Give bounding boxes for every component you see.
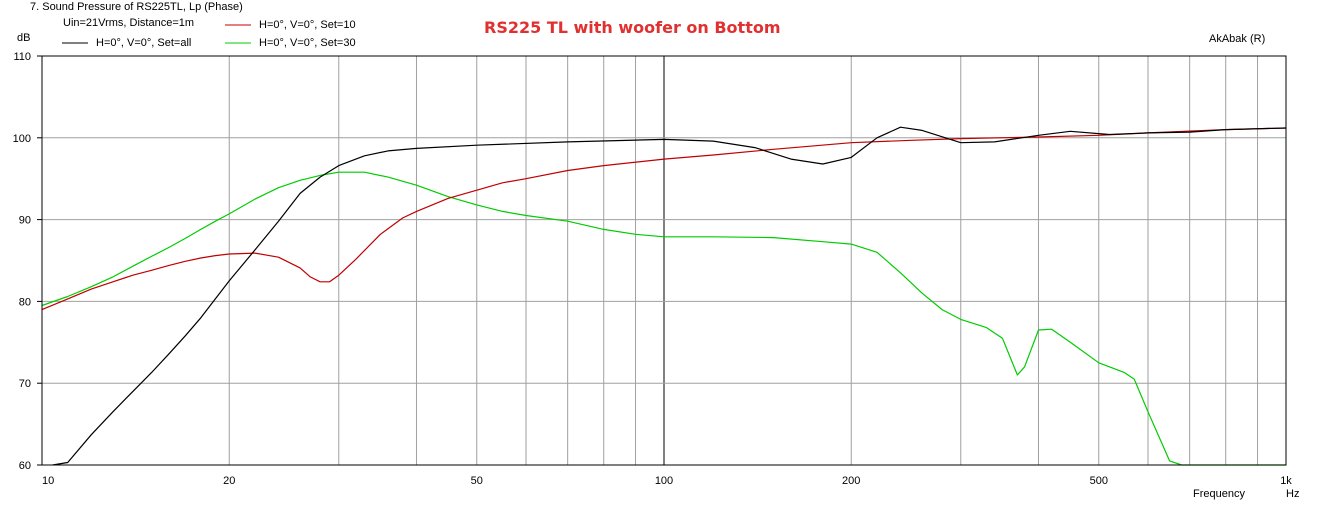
legend: H=0°, V=0°, Set=all H=0°, V=0°, Set=10 H… [62, 19, 356, 49]
grid-lines [42, 56, 1286, 465]
series-line-set-30 [41, 171, 1286, 466]
x-tick-label: 1k [1280, 475, 1292, 487]
legend-label-set-all: H=0°, V=0°, Set=all [96, 37, 191, 49]
plot-frame [41, 55, 1287, 466]
y-unit-label: dB [17, 32, 30, 44]
y-tick-label: 80 [19, 296, 31, 308]
legend-label-set-30: H=0°, V=0°, Set=30 [259, 37, 356, 49]
chart-title: RS225 TL with woofer on Bottom [484, 18, 781, 37]
legend-label-set-10: H=0°, V=0°, Set=10 [259, 19, 356, 31]
x-tick-label: 100 [655, 475, 673, 487]
x-tick-label: 50 [471, 475, 483, 487]
y-tick-label: 70 [19, 378, 31, 390]
series-line-set-all [52, 126, 1287, 466]
axis-labels: 10 20 50 100 200 500 1k 60 70 80 90 100 110 [13, 51, 1293, 487]
window-title: 7. Sound Pressure of RS225TL, Lp (Phase) [30, 1, 243, 13]
x-axis-title: Frequency [1193, 488, 1245, 500]
series-line-set-10 [41, 127, 1287, 311]
x-tick-label: 200 [842, 475, 860, 487]
measurement-info: Uin=21Vrms, Distance=1m [63, 17, 194, 29]
series-layer [41, 126, 1287, 466]
brand-label: AkAbak (R) [1209, 33, 1265, 45]
x-tick-label: 20 [223, 475, 235, 487]
y-tick-label: 90 [19, 215, 31, 227]
x-axis-unit: Hz [1286, 488, 1299, 500]
y-tick-label: 100 [13, 133, 31, 145]
y-tick-label: 110 [13, 51, 31, 63]
x-tick-label: 10 [42, 475, 54, 487]
x-tick-label: 500 [1090, 475, 1108, 487]
y-tick-label: 60 [19, 460, 31, 472]
